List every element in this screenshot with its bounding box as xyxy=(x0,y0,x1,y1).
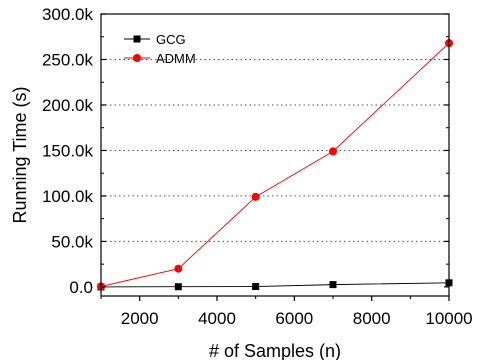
legend-label-admm: ADMM xyxy=(156,51,196,66)
y-tick-label: 300.0k xyxy=(42,5,94,24)
x-tick-label: 10000 xyxy=(425,309,472,328)
axis-ticks xyxy=(100,13,450,301)
y-tick-label: 200.0k xyxy=(42,96,94,115)
y-tick-label: 50.0k xyxy=(51,232,93,251)
data-point-gcg xyxy=(252,283,260,291)
series-line-gcg xyxy=(100,282,450,288)
y-tick-label: 250.0k xyxy=(42,50,94,69)
data-point-admm xyxy=(174,264,183,273)
y-tick-label: 100.0k xyxy=(42,187,94,206)
data-point-admm xyxy=(329,147,337,156)
y-tick-label: 0.0 xyxy=(69,278,93,297)
y-axis-title: Running Time (s) xyxy=(10,86,30,223)
legend-marker-admm xyxy=(133,54,141,62)
legend: GCG ADMM xyxy=(124,32,196,66)
legend-label-gcg: GCG xyxy=(156,32,186,47)
x-tick-label: 8000 xyxy=(353,309,391,328)
grid-lines xyxy=(101,13,449,242)
plot-frame xyxy=(100,13,450,297)
x-tick-labels: 2000 4000 6000 8000 10000 xyxy=(121,309,473,328)
data-point-admm xyxy=(251,192,260,201)
x-tick-label: 2000 xyxy=(121,309,159,328)
x-tick-label: 4000 xyxy=(198,309,236,328)
x-tick-label: 6000 xyxy=(275,309,313,328)
series-layer xyxy=(97,39,453,291)
y-tick-labels: 0.0 50.0k 100.0k 150.0k 200.0k 250.0k 300.0k xyxy=(42,5,94,297)
data-point-gcg xyxy=(329,281,337,289)
data-point-gcg xyxy=(174,283,182,291)
y-tick-label: 150.0k xyxy=(42,141,94,160)
series-line-admm xyxy=(100,42,450,287)
x-axis-title: # of Samples (n) xyxy=(209,341,341,360)
legend-marker-gcg xyxy=(133,35,141,43)
